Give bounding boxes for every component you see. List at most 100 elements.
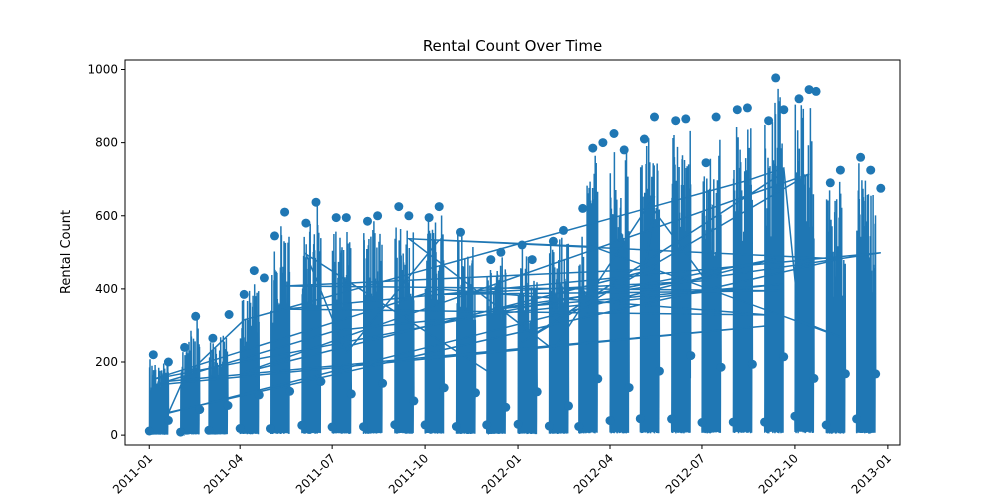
data-point-marker xyxy=(359,422,368,432)
series-line-segment xyxy=(763,88,785,434)
data-point-marker xyxy=(732,105,742,115)
series-line-segment xyxy=(609,149,630,434)
y-tick-label: 1000 xyxy=(87,63,118,77)
data-point-marker xyxy=(266,424,275,434)
data-point-marker xyxy=(588,143,598,153)
data-point-marker xyxy=(779,352,789,362)
data-point-marker xyxy=(821,420,831,430)
data-point-marker xyxy=(239,289,249,299)
data-point-marker xyxy=(180,342,190,352)
data-point-marker xyxy=(163,415,173,425)
data-point-marker xyxy=(148,350,158,360)
x-tick-label: 2012-07 xyxy=(663,451,708,496)
x-tick-label: 2012-04 xyxy=(571,451,616,496)
data-point-marker xyxy=(496,247,506,257)
data-point-marker xyxy=(270,231,279,241)
data-point-marker xyxy=(486,255,496,265)
data-point-marker xyxy=(327,422,337,432)
data-point-marker xyxy=(341,213,351,223)
series-line-segment xyxy=(362,221,384,434)
data-point-marker xyxy=(501,402,511,412)
data-point-marker xyxy=(856,152,866,162)
data-point-marker xyxy=(825,178,835,188)
data-point-marker xyxy=(794,94,804,104)
data-point-marker xyxy=(728,417,738,427)
data-point-marker xyxy=(316,377,326,386)
y-tick-label: 600 xyxy=(95,209,118,223)
data-point-marker xyxy=(390,420,400,430)
series-line-segment xyxy=(455,234,477,435)
data-point-marker xyxy=(871,369,881,379)
data-point-marker xyxy=(191,311,201,321)
data-point-marker xyxy=(280,207,290,217)
data-point-marker xyxy=(544,421,554,431)
data-point-marker xyxy=(527,255,537,265)
data-point-marker xyxy=(559,225,568,235)
data-point-marker xyxy=(424,213,434,223)
data-point-marker xyxy=(297,420,307,430)
series-line-segment xyxy=(239,284,261,435)
data-point-marker xyxy=(840,369,850,379)
x-tick-label: 2011-01 xyxy=(110,451,155,496)
data-point-marker xyxy=(681,114,691,124)
data-point-marker xyxy=(548,236,558,246)
data-point-marker xyxy=(482,420,492,430)
data-point-marker xyxy=(598,138,608,148)
series-line-segment xyxy=(394,227,415,434)
x-tick-label: 2011-07 xyxy=(293,451,338,496)
data-point-marker xyxy=(619,145,629,155)
data-point-marker xyxy=(420,420,430,430)
data-point-marker xyxy=(809,373,819,383)
x-tick-label: 2012-10 xyxy=(756,451,801,496)
data-point-marker xyxy=(254,390,264,400)
data-point-marker xyxy=(742,103,752,113)
x-tick-label: 2012-01 xyxy=(479,451,524,496)
series-line-segment xyxy=(825,181,847,434)
data-point-marker xyxy=(711,112,721,122)
data-point-marker xyxy=(609,129,619,138)
series-connector xyxy=(153,166,881,415)
y-tick-label: 0 xyxy=(110,428,118,442)
data-point-marker xyxy=(686,351,696,361)
data-point-marker xyxy=(635,414,645,424)
data-point-marker xyxy=(394,202,404,212)
data-point-marker xyxy=(378,378,388,388)
data-point-marker xyxy=(259,273,269,283)
series-line-segment xyxy=(301,205,322,434)
data-point-marker xyxy=(224,310,234,319)
data-point-marker xyxy=(804,85,814,95)
data-point-marker xyxy=(639,134,649,144)
chart-title: Rental Count Over Time xyxy=(423,37,602,55)
data-point-marker xyxy=(285,386,295,396)
data-point-marker xyxy=(311,197,321,207)
data-point-marker xyxy=(451,422,461,431)
x-tick-label: 2011-04 xyxy=(201,451,246,496)
x-axis: 2011-01 2011-04 2011-07 2011-10 2012-01 2012-… xyxy=(110,445,894,497)
y-axis-label: Rental Count xyxy=(59,210,74,294)
data-point-marker xyxy=(363,216,372,226)
data-point-marker xyxy=(195,405,205,415)
series-line-segment xyxy=(855,163,877,434)
plot-area xyxy=(144,73,886,437)
data-point-marker xyxy=(301,218,311,228)
series-line-segment xyxy=(732,126,754,434)
data-point-marker xyxy=(471,388,480,398)
data-point-marker xyxy=(771,73,781,83)
data-point-marker xyxy=(835,165,845,175)
data-point-marker xyxy=(373,211,383,221)
series-line-segment xyxy=(701,139,722,434)
data-point-marker xyxy=(223,401,233,410)
x-tick-label: 2013-01 xyxy=(849,451,894,496)
data-point-marker xyxy=(852,414,862,424)
data-point-marker xyxy=(866,165,876,175)
data-point-marker xyxy=(331,213,341,223)
data-point-marker xyxy=(697,418,707,427)
data-point-marker xyxy=(456,227,465,237)
data-point-marker xyxy=(650,112,659,122)
data-point-marker xyxy=(760,417,770,427)
data-point-marker xyxy=(404,211,414,221)
data-point-marker xyxy=(513,419,523,429)
data-point-marker xyxy=(671,116,681,126)
plot-frame xyxy=(124,59,901,446)
